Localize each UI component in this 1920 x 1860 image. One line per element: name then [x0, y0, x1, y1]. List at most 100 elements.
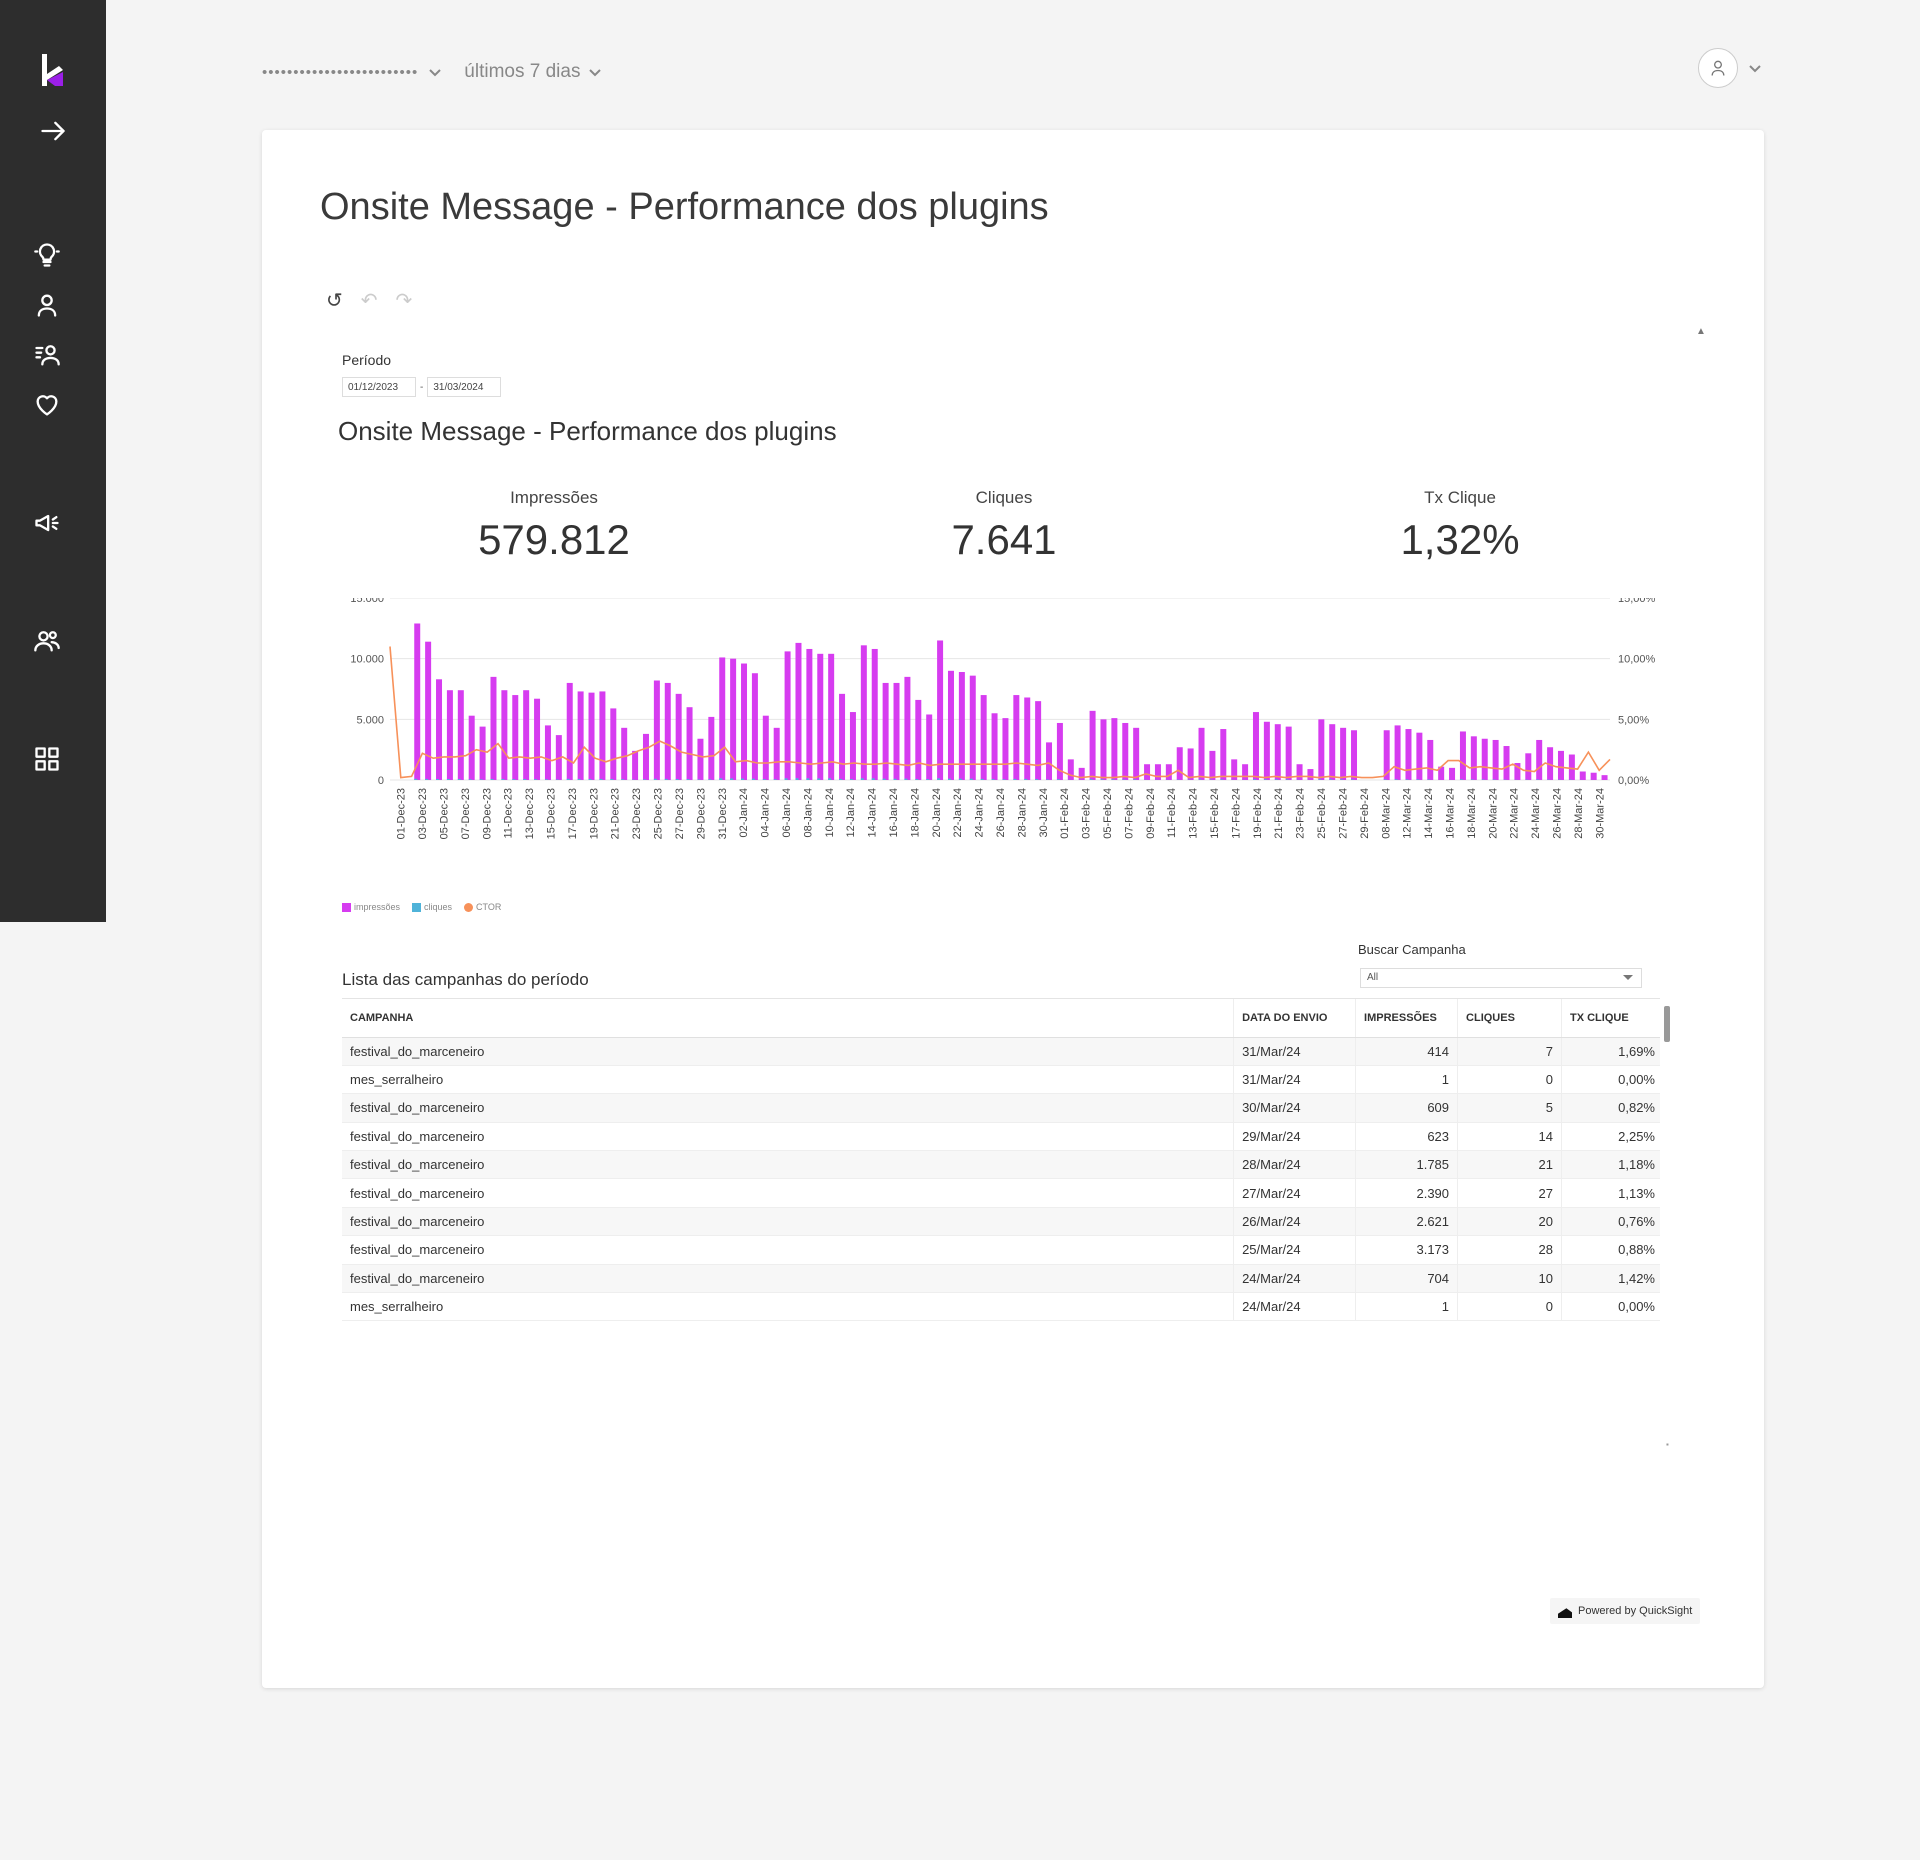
bar-impressoes[interactable] — [534, 698, 541, 780]
bar-impressoes[interactable] — [436, 679, 443, 780]
table-row[interactable]: festival_do_marceneiro 31/Mar/24 414 7 1,69% — [342, 1037, 1660, 1066]
bar-cliques[interactable] — [817, 778, 821, 780]
bar-impressoes[interactable] — [1514, 763, 1521, 780]
bar-impressoes[interactable] — [1242, 764, 1249, 780]
date-to-input[interactable] — [427, 377, 502, 397]
bar-cliques[interactable] — [1013, 778, 1017, 780]
bar-cliques[interactable] — [741, 778, 745, 780]
bar-impressoes[interactable] — [1056, 722, 1063, 780]
bar-cliques[interactable] — [958, 778, 962, 780]
bar-cliques[interactable] — [501, 779, 505, 780]
bar-impressoes[interactable] — [599, 691, 606, 780]
bar-impressoes[interactable] — [817, 653, 824, 780]
bar-impressoes[interactable] — [523, 690, 530, 780]
bar-cliques[interactable] — [1329, 779, 1333, 780]
column-header[interactable]: CLIQUES — [1457, 999, 1562, 1038]
bar-impressoes[interactable] — [849, 712, 856, 780]
bar-cliques[interactable] — [1263, 779, 1267, 780]
buscar-campanha-select[interactable]: All — [1360, 968, 1642, 988]
bar-impressoes[interactable] — [632, 750, 639, 780]
bar-impressoes[interactable] — [860, 645, 867, 780]
bar-impressoes[interactable] — [1122, 722, 1129, 780]
bar-impressoes[interactable] — [1525, 753, 1532, 780]
bar-cliques[interactable] — [893, 778, 897, 780]
bar-impressoes[interactable] — [664, 682, 671, 780]
date-from-input[interactable] — [342, 377, 416, 397]
column-header[interactable]: TX CLIQUE — [1561, 999, 1660, 1038]
bar-impressoes[interactable] — [1579, 771, 1586, 780]
bar-cliques[interactable] — [653, 778, 657, 780]
bar-impressoes[interactable] — [1100, 719, 1107, 780]
bar-cliques[interactable] — [1383, 779, 1387, 780]
bar-impressoes[interactable] — [751, 673, 758, 780]
bar-impressoes[interactable] — [1046, 742, 1053, 780]
logo-k-icon[interactable] — [36, 54, 66, 86]
bar-cliques[interactable] — [784, 778, 788, 780]
bar-impressoes[interactable] — [1165, 764, 1172, 780]
bar-impressoes[interactable] — [806, 648, 813, 780]
bar-impressoes[interactable] — [446, 690, 453, 780]
bar-impressoes[interactable] — [795, 642, 802, 780]
performance-chart[interactable]: 0 0,00% 5.000 5,00% 10.000 10,00% 15.000 15,00%… — [332, 598, 1672, 898]
user-icon[interactable] — [32, 290, 62, 320]
bar-impressoes[interactable] — [1416, 732, 1423, 780]
bar-impressoes[interactable] — [686, 707, 693, 780]
bar-impressoes[interactable] — [784, 651, 791, 780]
bar-impressoes[interactable] — [1067, 759, 1074, 780]
bar-impressoes[interactable] — [1133, 727, 1140, 780]
table-row[interactable]: festival_do_marceneiro 30/Mar/24 609 5 0,82% — [342, 1093, 1660, 1123]
bar-impressoes[interactable] — [588, 692, 595, 780]
bar-cliques[interactable] — [795, 778, 799, 780]
bar-impressoes[interactable] — [1274, 724, 1281, 780]
bar-cliques[interactable] — [664, 778, 668, 780]
bar-impressoes[interactable] — [1013, 695, 1020, 780]
bar-impressoes[interactable] — [904, 676, 911, 780]
bar-cliques[interactable] — [534, 779, 538, 780]
bar-cliques[interactable] — [991, 779, 995, 780]
bar-impressoes[interactable] — [1318, 719, 1325, 780]
table-row[interactable]: festival_do_marceneiro 24/Mar/24 704 10 1,42… — [342, 1264, 1660, 1294]
user-menu[interactable] — [1698, 48, 1762, 88]
table-row[interactable]: festival_do_marceneiro 29/Mar/24 623 14 2,25… — [342, 1122, 1660, 1152]
bar-impressoes[interactable] — [1340, 727, 1347, 780]
bar-cliques[interactable] — [904, 778, 908, 780]
bar-cliques[interactable] — [566, 778, 570, 780]
bar-impressoes[interactable] — [1209, 750, 1216, 780]
users-icon[interactable] — [32, 626, 62, 656]
bar-impressoes[interactable] — [980, 695, 987, 780]
legend-item-cliques[interactable]: cliques — [412, 902, 452, 912]
bar-cliques[interactable] — [1405, 779, 1409, 780]
bar-impressoes[interactable] — [708, 716, 715, 780]
bar-impressoes[interactable] — [1111, 718, 1118, 780]
bar-impressoes[interactable] — [741, 663, 748, 780]
legend-item-impressoes[interactable]: impressões — [342, 902, 400, 912]
bar-cliques[interactable] — [544, 779, 548, 780]
bar-cliques[interactable] — [479, 779, 483, 780]
column-header[interactable]: IMPRESSÕES — [1355, 999, 1459, 1038]
bar-cliques[interactable] — [882, 778, 886, 780]
bar-impressoes[interactable] — [621, 727, 628, 780]
bar-cliques[interactable] — [1220, 779, 1224, 780]
bar-impressoes[interactable] — [1438, 766, 1445, 780]
bar-impressoes[interactable] — [577, 691, 584, 780]
bar-impressoes[interactable] — [1557, 750, 1564, 780]
bar-cliques[interactable] — [849, 779, 853, 780]
heart-icon[interactable] — [32, 390, 62, 420]
column-header[interactable]: DATA DO ENVIO — [1233, 999, 1357, 1038]
bar-impressoes[interactable] — [882, 682, 889, 780]
bar-cliques[interactable] — [806, 778, 810, 780]
bar-impressoes[interactable] — [425, 641, 432, 780]
bar-impressoes[interactable] — [1449, 767, 1456, 780]
bar-impressoes[interactable] — [730, 658, 737, 780]
bar-cliques[interactable] — [947, 778, 951, 780]
bar-impressoes[interactable] — [1536, 739, 1543, 780]
column-header[interactable]: CAMPANHA — [342, 999, 1235, 1038]
bar-impressoes[interactable] — [479, 726, 486, 780]
bar-cliques[interactable] — [1416, 779, 1420, 780]
bar-impressoes[interactable] — [1187, 748, 1194, 780]
bar-cliques[interactable] — [446, 779, 450, 780]
reset-icon[interactable]: ↺ — [326, 290, 343, 312]
table-row[interactable]: festival_do_marceneiro 25/Mar/24 3.173 28 0,… — [342, 1235, 1660, 1265]
bar-impressoes[interactable] — [969, 675, 976, 780]
bar-cliques[interactable] — [1089, 779, 1093, 780]
